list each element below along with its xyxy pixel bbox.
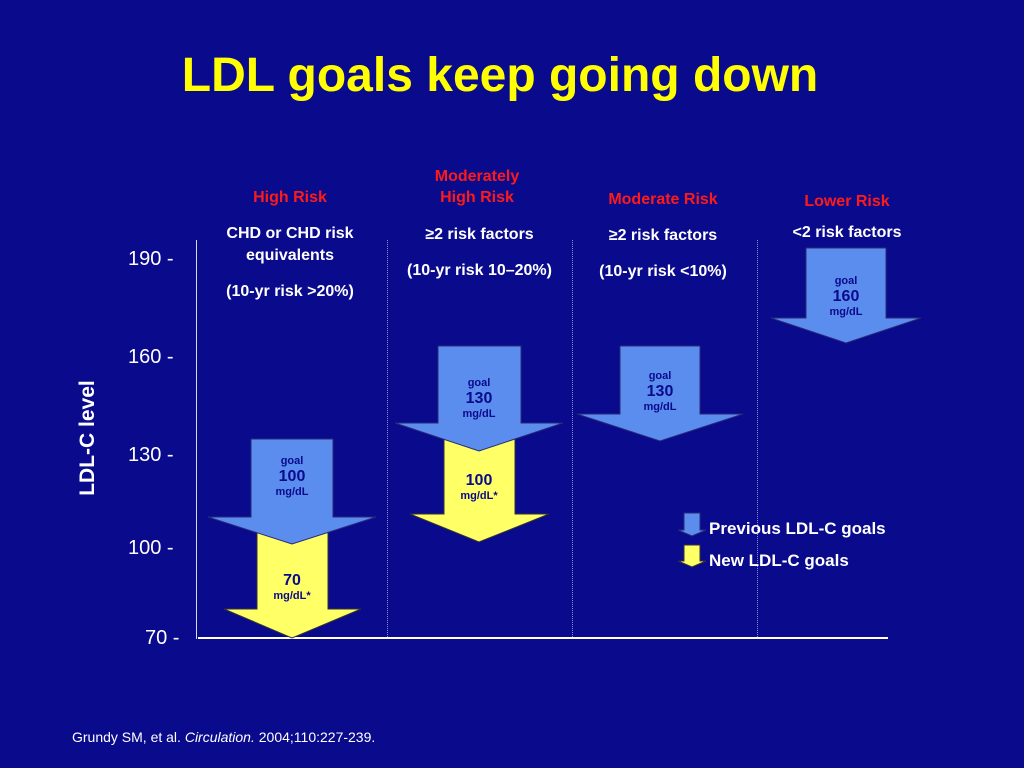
previous-goal-arrow — [207, 438, 377, 545]
criteria-line: ≥2 risk factors — [425, 226, 534, 243]
goal-word: goal — [834, 275, 858, 287]
y-tick-160: 160 - — [128, 346, 174, 368]
risk-label-high: High Risk — [200, 187, 380, 208]
criteria-line: <2 risk factors — [792, 224, 902, 241]
previous-goal-label-moderately-high: goal 130 mg/dL — [439, 377, 519, 421]
goal-value: 130 — [465, 389, 493, 407]
goal-value: 160 — [832, 287, 860, 305]
legend-previous-label: Previous LDL-C goals — [709, 519, 886, 538]
citation-journal: Circulation. — [184, 729, 255, 745]
column-divider — [572, 240, 573, 637]
previous-goal-arrow — [576, 345, 744, 442]
y-tick-190: 190 - — [128, 248, 174, 270]
criteria-line: (10-yr risk <10%) — [599, 263, 727, 280]
goal-unit: mg/dL — [275, 486, 309, 499]
previous-goal-label-moderate: goal 130 mg/dL — [620, 370, 700, 414]
column-divider — [387, 240, 388, 637]
y-axis-line — [196, 240, 197, 639]
risk-label-lower: Lower Risk — [757, 191, 937, 212]
new-goal-arrow — [223, 524, 362, 639]
column-divider — [757, 240, 758, 637]
criteria-line: ≥2 risk factors — [608, 227, 718, 244]
previous-goal-label-high: goal 100 mg/dL — [252, 455, 332, 499]
criteria-line: equivalents — [245, 247, 335, 264]
new-goal-label-high: 70 mg/dL* — [252, 572, 332, 603]
previous-goal-arrow — [770, 247, 922, 344]
goal-unit: mg/dL* — [460, 490, 498, 503]
legend-previous-swatch — [677, 512, 707, 537]
legend-new-label: New LDL-C goals — [709, 551, 849, 570]
previous-goal-arrow — [394, 345, 564, 452]
new-goal-arrow — [409, 435, 550, 543]
risk-label-line: High Risk — [440, 189, 514, 206]
goal-unit: mg/dL* — [273, 590, 311, 603]
x-axis-line — [198, 637, 888, 639]
previous-goal-label-lower: goal 160 mg/dL — [806, 275, 886, 319]
goal-unit: mg/dL — [829, 306, 863, 319]
risk-label-moderately-high: Moderately High Risk — [387, 166, 567, 208]
slide-title: LDL goals keep going down — [181, 49, 819, 102]
goal-word: goal — [280, 455, 304, 467]
new-goal-label-moderately-high: 100 mg/dL* — [439, 472, 519, 503]
risk-label-moderate: Moderate Risk — [573, 189, 753, 210]
criteria-moderate: ≥2 risk factors (10-yr risk <10%) — [568, 225, 758, 283]
criteria-line: CHD or CHD risk — [226, 225, 354, 242]
criteria-moderately-high: ≥2 risk factors (10-yr risk 10–20%) — [382, 224, 577, 282]
criteria-lower: <2 risk factors — [757, 222, 937, 244]
citation: Grundy SM, et al. Circulation. 2004;110:… — [72, 729, 375, 745]
citation-details: 2004;110:227-239. — [258, 729, 376, 745]
legend-new-swatch — [677, 544, 707, 568]
y-tick-100: 100 - — [128, 537, 174, 559]
criteria-line: (10-yr risk 10–20%) — [407, 262, 552, 279]
y-tick-70: 70 - — [145, 627, 180, 649]
goal-word: goal — [648, 370, 672, 382]
goal-unit: mg/dL — [643, 401, 677, 414]
risk-label-line: High Risk — [253, 189, 327, 206]
goal-value: 130 — [646, 382, 674, 400]
criteria-high: CHD or CHD risk equivalents (10-yr risk … — [195, 223, 385, 303]
goal-value: 100 — [278, 467, 306, 485]
goal-word: goal — [467, 377, 491, 389]
risk-label-line: Moderately — [434, 168, 520, 185]
goal-value: 100 — [465, 472, 493, 489]
citation-authors: Grundy SM, et al. — [72, 729, 181, 745]
criteria-line: (10-yr risk >20%) — [226, 283, 354, 300]
goal-value: 70 — [283, 572, 301, 589]
risk-label-line: Moderate Risk — [608, 191, 718, 208]
goal-unit: mg/dL — [462, 408, 496, 421]
risk-label-line: Lower Risk — [804, 193, 890, 210]
y-tick-130: 130 - — [128, 444, 174, 466]
